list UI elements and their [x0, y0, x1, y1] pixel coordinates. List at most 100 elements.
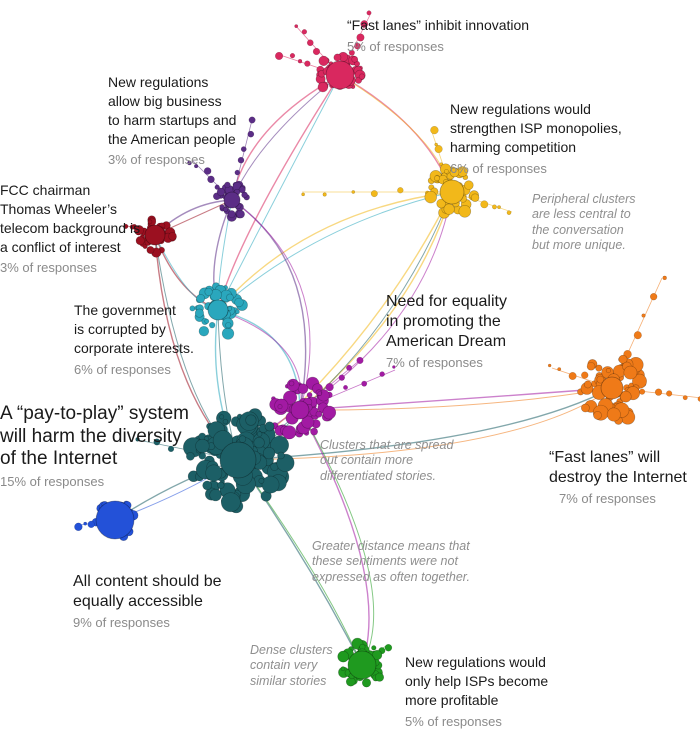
arm-node-fast-lanes-innovation [294, 24, 299, 29]
arm-node-american-dream [356, 356, 364, 364]
network-graph [74, 10, 700, 688]
arm-node-equally-accessible [87, 520, 95, 529]
cluster-share: 5% of responses [347, 38, 444, 54]
arm-node-isp-monopolies [492, 204, 497, 210]
node-fast-lanes-destroy [606, 407, 621, 422]
note-spread: Clusters that are spread out contain mor… [320, 438, 454, 483]
cluster-title: New regulations would strengthen ISP mon… [450, 100, 622, 155]
node-fast-lanes-innovation [351, 55, 359, 63]
hub-fast-lanes-innovation [325, 60, 355, 90]
node-isp-monopolies [434, 175, 440, 182]
node-government-corrupted [204, 287, 213, 296]
arm-node-american-dream [361, 380, 368, 387]
arm-node-fast-lanes-innovation [304, 60, 311, 67]
node-isp-monopolies [443, 203, 455, 215]
node-pay-to-play [222, 418, 229, 425]
hub-fcc-chairman [144, 224, 166, 246]
node-fast-lanes-destroy [605, 368, 611, 374]
arm-node-isp-monopolies [430, 125, 439, 135]
node-fcc-chairman [134, 225, 145, 236]
arm-node-american-dream [346, 364, 353, 371]
arm-node-big-business [203, 167, 212, 175]
node-american-dream [297, 383, 309, 394]
hub-pay-to-play [219, 441, 257, 479]
node-big-business [222, 206, 229, 212]
link-american-dream-to-government-corrupted [217, 309, 302, 411]
arm-node-isp-monopolies [506, 210, 512, 216]
node-big-business [241, 191, 248, 199]
node-american-dream [301, 415, 315, 429]
label-big-business: New regulations allow big business to ha… [108, 55, 236, 187]
node-big-business [227, 210, 236, 219]
link-fast-lanes-destroy-to-american-dream [299, 387, 613, 411]
node-fast-lanes-innovation [355, 76, 363, 84]
link-american-dream-to-big-business [231, 199, 311, 411]
arm-node-fast-lanes-innovation [348, 49, 355, 56]
node-fast-lanes-innovation [317, 81, 329, 93]
node-pay-to-play [264, 421, 275, 432]
link-isps-profitable-to-pay-to-play [237, 459, 363, 666]
arm-node-fast-lanes-destroy [641, 313, 646, 318]
arm-node-fast-lanes-destroy [547, 363, 552, 368]
arm-node-american-dream [325, 382, 334, 392]
node-isps-profitable [337, 650, 350, 663]
label-fast-lanes-destroy: “Fast lanes” will destroy the Internet 7… [549, 429, 687, 525]
link-american-dream-to-isps-profitable [299, 409, 370, 666]
node-big-business [219, 204, 225, 210]
link-american-dream-to-fast-lanes-destroy [299, 387, 613, 411]
arm-node-fast-lanes-innovation [354, 42, 361, 50]
link-government-corrupted-to-isp-monopolies [217, 191, 453, 311]
cluster-title: “Fast lanes” inhibit innovation [347, 16, 530, 33]
node-government-corrupted [196, 294, 206, 303]
node-pay-to-play [253, 437, 265, 449]
arm-node-fast-lanes-destroy [654, 388, 663, 396]
arm-node-fast-lanes-innovation [366, 10, 372, 16]
node-government-corrupted [234, 297, 244, 308]
node-american-dream [317, 391, 323, 396]
hub-fast-lanes-destroy [600, 376, 624, 400]
node-american-dream [315, 410, 323, 418]
node-isps-profitable [374, 672, 385, 682]
arm-node-big-business [247, 130, 255, 138]
label-equally-accessible: All content should be equally accessible… [73, 553, 222, 649]
node-pay-to-play [205, 464, 223, 482]
arm-node-isp-monopolies [480, 200, 489, 209]
arm-node-american-dream [392, 365, 396, 369]
cluster-share: 15% of responses [0, 474, 105, 490]
node-pay-to-play [195, 438, 210, 454]
arm-node-isp-monopolies [322, 192, 327, 197]
cluster-nodes [74, 10, 700, 688]
node-big-business [236, 209, 245, 219]
arm-node-big-business [248, 116, 256, 124]
arm-node-fcc-chairman [123, 223, 129, 229]
node-fcc-chairman [142, 243, 148, 249]
node-government-corrupted [226, 293, 234, 302]
node-big-business [216, 187, 226, 197]
cluster-share: 3% of responses [0, 260, 97, 276]
arm-node-isps-profitable [384, 644, 393, 652]
arm-node-pay-to-play [135, 437, 140, 442]
arm-node-fast-lanes-destroy [633, 331, 642, 340]
arm-node-fast-lanes-innovation [312, 47, 321, 56]
hub-isp-monopolies [439, 179, 465, 205]
arm-node-american-dream [343, 385, 348, 390]
node-fast-lanes-destroy [595, 364, 603, 372]
node-fast-lanes-innovation [318, 55, 329, 66]
node-government-corrupted [225, 322, 232, 329]
node-isp-monopolies [470, 193, 480, 202]
link-isp-monopolies-to-government-corrupted [217, 191, 453, 311]
label-isps-profitable: New regulations would only help ISPs bec… [405, 635, 548, 748]
node-big-business [224, 181, 231, 189]
node-government-corrupted [209, 322, 216, 329]
node-isp-monopolies [424, 190, 437, 204]
arm-node-fast-lanes-destroy [662, 275, 667, 281]
cluster-share: 9% of responses [73, 614, 170, 630]
cluster-title: Need for equality in promoting the Ameri… [386, 292, 507, 350]
node-fast-lanes-destroy [586, 361, 596, 371]
node-pay-to-play [261, 475, 280, 494]
note-dense: Dense clusters contain very similar stor… [250, 643, 333, 688]
cluster-title: FCC chairman Thomas Wheeler’s telecom ba… [0, 181, 141, 255]
arm-node-equally-accessible [74, 522, 83, 532]
arm-node-fast-lanes-innovation [356, 33, 365, 42]
arm-node-fast-lanes-destroy [568, 372, 577, 381]
